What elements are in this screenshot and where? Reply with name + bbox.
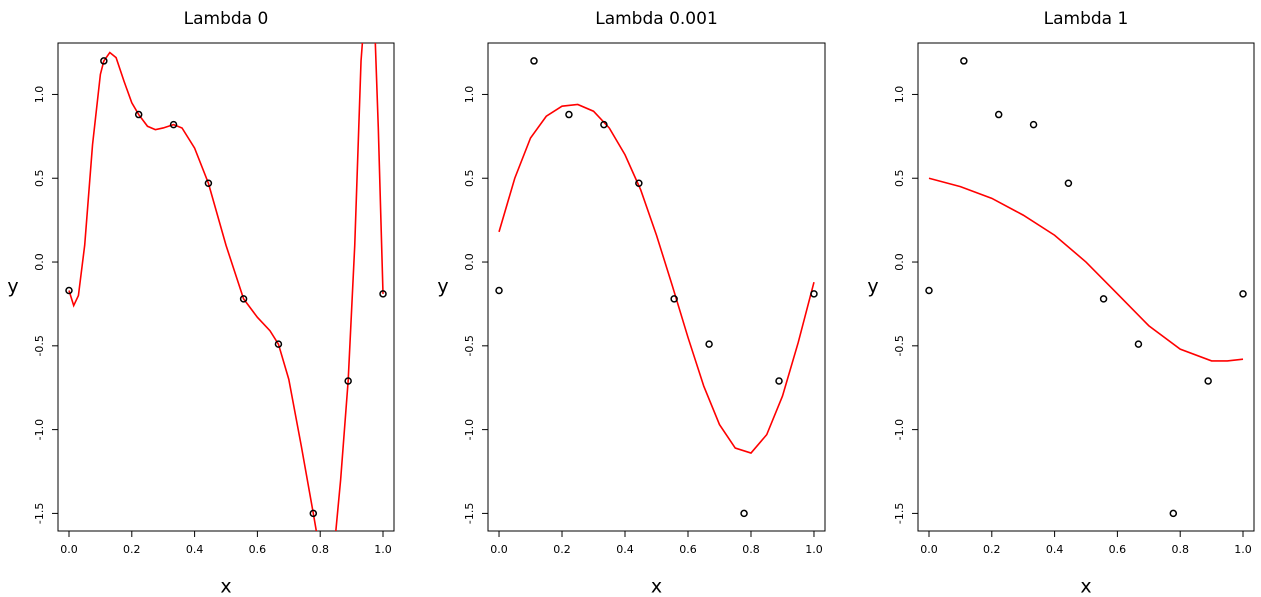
data-point: [705, 340, 713, 348]
x-tick-label: 0.0: [490, 543, 508, 556]
x-tick-label: 0.6: [679, 543, 697, 556]
data-point: [1134, 340, 1143, 348]
plot-box: [487, 42, 826, 532]
x-tick-label: 0.4: [616, 543, 634, 556]
data-point: [65, 286, 73, 295]
chart-title: Lambda 0: [184, 9, 269, 29]
y-tick-label: -1.0: [463, 419, 476, 440]
data-point: [495, 286, 503, 295]
data-point: [600, 120, 608, 129]
panel: Lambda 0.001 x y 0.0 0.2 0.4 0.6 0.8 1.0 -1.5 -1.0…: [437, 9, 826, 597]
x-tick-label: 0.6: [1109, 543, 1127, 556]
x-tick-label: 0.8: [311, 543, 329, 556]
x-axis-label: x: [651, 576, 662, 597]
y-tick-label: -1.5: [893, 503, 906, 524]
data-point: [1169, 509, 1178, 518]
x-tick-label: 0.8: [742, 543, 760, 556]
data-point: [530, 57, 538, 65]
plot-box: [57, 42, 395, 532]
panel: Lambda 1 x y 0.0 0.2 0.4 0.6 0.8 1.0 -1.5 -1.0 -0.5…: [867, 9, 1255, 597]
y-axis-label: y: [7, 276, 18, 298]
x-tick-label: 0.6: [249, 543, 267, 556]
x-tick-label: 0.2: [123, 543, 141, 556]
data-point: [1099, 295, 1108, 303]
y-tick-label: -0.5: [893, 335, 906, 356]
data-point: [740, 509, 748, 518]
data-point: [204, 179, 213, 188]
data-point: [994, 110, 1003, 119]
data-point: [775, 377, 783, 385]
y-axis-label: y: [867, 276, 878, 298]
y-axis-label: y: [437, 276, 448, 298]
y-tick-label: 0.0: [463, 253, 476, 271]
data-point: [379, 290, 387, 298]
x-tick-label: 0.4: [186, 543, 204, 556]
x-tick-label: 0.8: [1171, 543, 1189, 556]
x-tick-label: 0.2: [983, 543, 1001, 556]
data-point: [925, 286, 933, 295]
data-point: [810, 290, 818, 298]
y-tick-label: -1.5: [33, 503, 46, 524]
data-point: [134, 110, 143, 119]
data-point: [1029, 120, 1038, 129]
data-point: [344, 377, 352, 385]
y-tick-label: 0.5: [33, 169, 46, 187]
panel: Lambda 0 x y 0.0 0.2 0.4 0.6 0.8 1.0 -1.5 -1.0 -0.5…: [7, 9, 395, 597]
y-tick-label: 0.5: [463, 169, 476, 187]
data-point: [565, 110, 573, 119]
fit-curve: [68, 43, 384, 531]
x-axis-label: x: [1080, 576, 1091, 597]
x-tick-label: 0.0: [60, 543, 78, 556]
x-tick-label: 0.2: [553, 543, 571, 556]
y-tick-label: -1.0: [893, 419, 906, 440]
y-tick-label: 0.0: [33, 253, 46, 271]
fit-curve: [498, 103, 815, 454]
data-point: [169, 120, 178, 129]
data-point: [100, 57, 108, 65]
y-tick-label: 0.5: [893, 169, 906, 187]
y-tick-label: -1.5: [463, 503, 476, 524]
fit-curve: [928, 177, 1244, 362]
x-tick-label: 1.0: [374, 543, 392, 556]
y-tick-label: -0.5: [33, 335, 46, 356]
y-tick-label: -0.5: [463, 335, 476, 356]
data-point: [274, 340, 283, 348]
data-point: [670, 295, 678, 303]
x-tick-label: 0.4: [1046, 543, 1064, 556]
y-tick-label: 0.0: [893, 253, 906, 271]
data-point: [635, 179, 643, 188]
data-point: [309, 509, 318, 518]
y-tick-label: 1.0: [33, 86, 46, 104]
y-tick-label: 1.0: [893, 86, 906, 104]
chart-title: Lambda 1: [1044, 9, 1129, 29]
data-point: [1239, 290, 1247, 298]
chart-title: Lambda 0.001: [595, 9, 718, 29]
x-tick-label: 0.0: [920, 543, 938, 556]
data-point: [960, 57, 968, 65]
data-point: [1204, 377, 1212, 385]
data-point: [1064, 179, 1073, 188]
data-point: [239, 295, 248, 303]
x-tick-label: 1.0: [805, 543, 823, 556]
y-tick-label: -1.0: [33, 419, 46, 440]
plot-box: [917, 42, 1255, 532]
y-tick-label: 1.0: [463, 86, 476, 104]
x-axis-label: x: [220, 576, 231, 597]
x-tick-label: 1.0: [1234, 543, 1252, 556]
